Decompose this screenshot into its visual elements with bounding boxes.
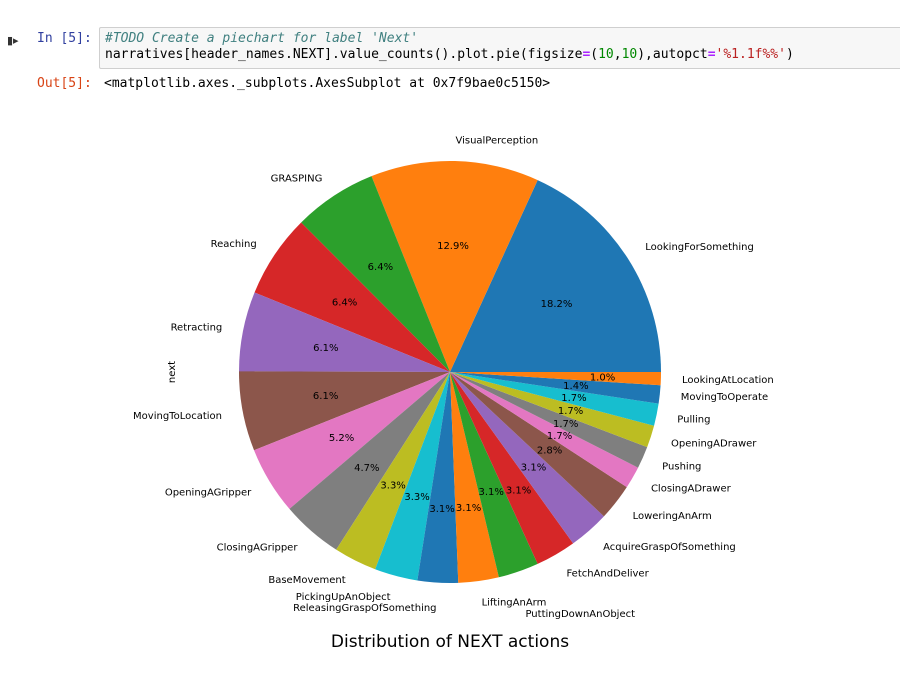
pie-labels: LookingForSomething 18.2% VisualPerception… bbox=[133, 135, 774, 620]
slice-pct-label: 6.1% bbox=[313, 343, 338, 354]
slice-label: OpeningADrawer bbox=[671, 438, 757, 449]
slice-label: FetchAndDeliver bbox=[566, 568, 649, 579]
slice-label: Pushing bbox=[662, 462, 701, 473]
slice-pct-label: 1.0% bbox=[590, 372, 615, 383]
pie-slice-ReleasingGraspOfSomething bbox=[417, 372, 459, 583]
code-text: ),autopct bbox=[637, 47, 708, 62]
chart-title: Distribution of NEXT actions bbox=[331, 632, 569, 652]
slice-label: ReleasingGraspOfSomething bbox=[293, 603, 436, 614]
code-line: narratives[header_names.NEXT].value_coun… bbox=[105, 47, 895, 63]
pie-slice-FetchAndDeliver bbox=[450, 372, 574, 564]
code-string: '%1.1f%%' bbox=[715, 47, 786, 62]
slice-label: LiftingAnArm bbox=[482, 597, 547, 608]
code-cell[interactable]: #TODO Create a piechart for label 'Next'… bbox=[99, 27, 900, 69]
slice-label: LoweringAnArm bbox=[633, 511, 712, 522]
pie-slice-MovingToLocation bbox=[239, 371, 450, 451]
slice-pct-label: 18.2% bbox=[541, 299, 573, 310]
code-text: , bbox=[613, 47, 622, 62]
input-prompt: In [5]: bbox=[37, 31, 92, 46]
pie-slice-AcquireGraspOfSomething bbox=[450, 372, 604, 544]
pie-slice-Reaching bbox=[254, 222, 450, 372]
slice-label: PuttingDownAnObject bbox=[525, 609, 635, 620]
slice-pct-label: 1.7% bbox=[558, 406, 583, 417]
output-text: <matplotlib.axes._subplots.AxesSubplot a… bbox=[104, 76, 551, 91]
slice-pct-label: 5.2% bbox=[329, 433, 354, 444]
slice-label: Retracting bbox=[171, 323, 223, 334]
slice-label: LookingForSomething bbox=[645, 242, 754, 253]
slice-label: VisualPerception bbox=[455, 135, 538, 146]
slice-label: Reaching bbox=[211, 239, 257, 250]
slice-pct-label: 3.1% bbox=[521, 463, 546, 474]
slice-label: LookingAtLocation bbox=[682, 375, 774, 386]
slice-label: AcquireGraspOfSomething bbox=[603, 542, 736, 553]
slice-label: GRASPING bbox=[271, 174, 323, 185]
slice-pct-label: 3.1% bbox=[456, 503, 481, 514]
pie-slice-PuttingDownAnObject bbox=[450, 372, 538, 578]
pie-slice-ClosingAGripper bbox=[289, 372, 450, 550]
slice-pct-label: 6.4% bbox=[332, 297, 357, 308]
slice-pct-label: 6.4% bbox=[368, 262, 393, 273]
pie-slice-OpeningAGripper bbox=[254, 372, 450, 509]
slice-pct-label: 4.7% bbox=[354, 463, 379, 474]
code-number: 10 bbox=[598, 47, 614, 62]
slice-label: OpeningAGripper bbox=[165, 487, 252, 498]
pie-slice-Pulling bbox=[450, 372, 659, 426]
y-axis-label: next bbox=[167, 361, 178, 383]
pie-slice-Retracting bbox=[239, 292, 450, 372]
slice-label: BaseMovement bbox=[268, 575, 345, 586]
slice-label: Pulling bbox=[677, 415, 710, 426]
slice-pct-label: 1.7% bbox=[561, 393, 586, 404]
slice-pct-label: 1.4% bbox=[563, 381, 588, 392]
slice-pct-label: 1.7% bbox=[553, 419, 578, 430]
slice-pct-label: 3.1% bbox=[506, 486, 531, 497]
pie-slice-BaseMovement bbox=[336, 372, 450, 570]
pie-chart: LookingForSomething 18.2% VisualPerception… bbox=[133, 135, 774, 652]
slice-label: PickingUpAnObject bbox=[296, 592, 391, 603]
slice-label: MovingToLocation bbox=[133, 411, 222, 422]
output-prompt: Out[5]: bbox=[37, 76, 92, 91]
slice-pct-label: 12.9% bbox=[437, 241, 469, 252]
slice-label: ClosingADrawer bbox=[651, 484, 732, 495]
code-text: ( bbox=[590, 47, 599, 62]
slice-pct-label: 3.1% bbox=[478, 487, 503, 498]
pie-slice-ClosingADrawer bbox=[450, 372, 639, 488]
code-text: ) bbox=[785, 47, 794, 62]
pie-slice-MovingToOperate bbox=[450, 372, 661, 404]
code-number: 10 bbox=[621, 47, 638, 62]
code-operator: = bbox=[707, 47, 716, 62]
slice-pct-label: 3.3% bbox=[404, 492, 429, 503]
code-comment: #TODO Create a piechart for label 'Next' bbox=[105, 31, 419, 46]
step-forward-icon[interactable]: ▮▸ bbox=[7, 34, 19, 47]
slice-pct-label: 2.8% bbox=[537, 446, 562, 457]
code-operator: = bbox=[582, 47, 591, 62]
pie-slice-LoweringAnArm bbox=[450, 372, 627, 517]
pie-slice-LookingForSomething bbox=[450, 180, 661, 372]
pie-slice-Pushing bbox=[450, 372, 648, 468]
slice-pct-label: 6.1% bbox=[313, 391, 338, 402]
pie-slice-OpeningADrawer bbox=[450, 372, 655, 448]
pie-slice-GRASPING bbox=[301, 176, 450, 372]
pie-slice-VisualPerception bbox=[371, 161, 538, 372]
slice-pct-label: 1.7% bbox=[547, 431, 572, 442]
pie-slice-LiftingAnArm bbox=[450, 372, 499, 583]
slice-pct-label: 3.3% bbox=[380, 481, 405, 492]
pie-slices bbox=[239, 161, 661, 583]
slice-label: MovingToOperate bbox=[681, 392, 768, 403]
pie-slice-PickingUpAnObject bbox=[375, 372, 450, 581]
slice-pct-label: 3.1% bbox=[429, 504, 454, 515]
code-text: narratives[header_names.NEXT].value_coun… bbox=[105, 47, 583, 62]
pie-slice-LookingAtLocation bbox=[450, 372, 661, 386]
slice-label: ClosingAGripper bbox=[217, 542, 299, 553]
